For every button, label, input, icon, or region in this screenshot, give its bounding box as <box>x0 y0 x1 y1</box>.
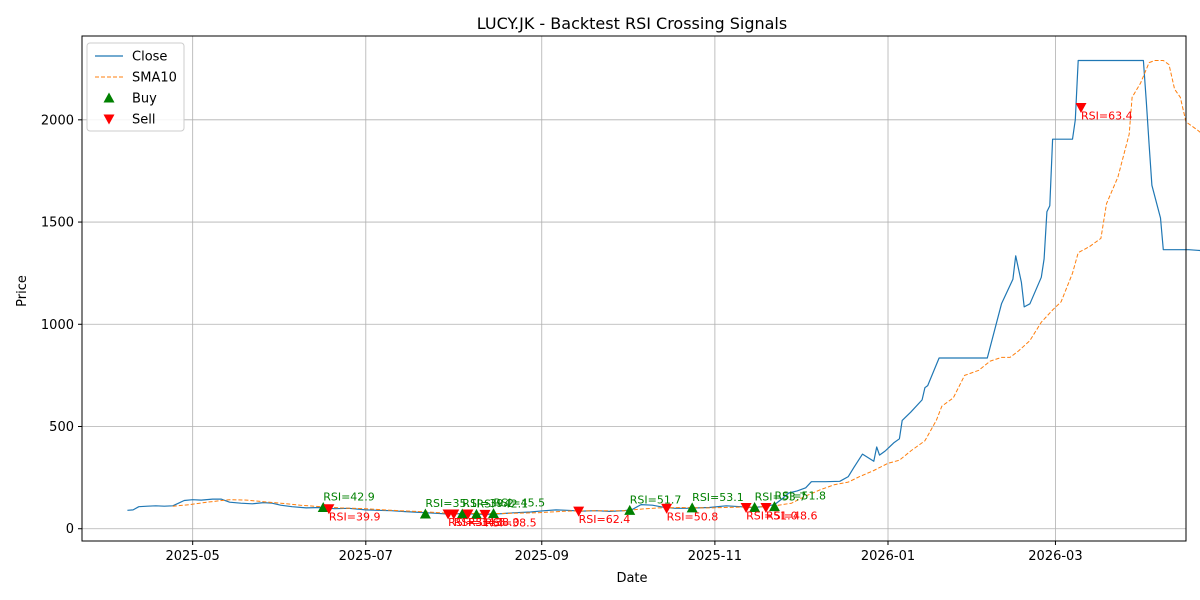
legend: Close SMA10 Buy Sell <box>86 42 185 132</box>
sell-rsi-label: RSI=34.5 <box>454 516 506 529</box>
legend-buy-swatch <box>103 92 115 103</box>
sell-rsi-label: RSI=38.0 <box>468 516 520 529</box>
buy-marker <box>749 501 761 512</box>
close-line <box>127 59 1200 515</box>
buy-rsi-label: RSI=51.8 <box>774 490 826 503</box>
y-axis-title: Price <box>15 275 30 307</box>
sell-marker <box>323 504 335 515</box>
buy-rsi-label: RSI=42.9 <box>323 490 375 503</box>
buy-marker <box>686 502 698 513</box>
sell-marker <box>740 502 752 513</box>
sell-rsi-label: RSI=63.4 <box>1081 110 1133 123</box>
buy-rsi-label: RSI=53.1 <box>692 491 744 504</box>
x-tick-label: 2026-01 <box>861 549 915 564</box>
buy-rsi-label: RSI=51.7 <box>630 493 682 506</box>
buy-marker <box>419 508 431 519</box>
legend-sell-swatch <box>103 114 115 125</box>
y-tick-label: 0 <box>66 522 74 537</box>
sell-rsi-label: RSI=62.4 <box>579 513 631 526</box>
sell-rsi-label: RSI=38.5 <box>485 516 537 529</box>
series-lines <box>127 59 1200 515</box>
x-tick-label: 2025-07 <box>339 549 393 564</box>
sell-marker <box>661 503 673 514</box>
buy-rsi-label: RSI=53.7 <box>755 490 807 503</box>
sell-marker <box>760 502 772 513</box>
y-tick-label: 1000 <box>41 318 74 333</box>
legend-label-sma: SMA10 <box>132 71 177 86</box>
buy-rsi-label: RSI=45.5 <box>494 497 546 510</box>
legend-label-close: Close <box>132 50 167 65</box>
sell-rsi-label: RSI=51.0 <box>746 509 798 522</box>
legend-label-buy: Buy <box>132 92 157 107</box>
grid <box>82 36 1186 541</box>
buy-marker <box>488 508 500 519</box>
sell-rsi-label: RSI=48.6 <box>766 509 818 522</box>
y-tick-label: 1500 <box>41 216 74 231</box>
legend-box <box>86 42 185 132</box>
sell-rsi-label: RSI=50.8 <box>667 510 719 523</box>
sell-marker <box>448 509 460 520</box>
buy-marker <box>768 501 780 512</box>
buy-rsi-label: RSI=39.2 <box>462 497 514 510</box>
x-tick-label: 2025-09 <box>515 549 569 564</box>
sell-marker <box>1075 103 1087 114</box>
buy-rsi-label: RSI=35.1 <box>425 497 477 510</box>
buy-rsi-label: RSI=42.1 <box>476 497 528 510</box>
sma10-line <box>172 60 1200 515</box>
sell-marker <box>573 506 585 517</box>
plot-area-frame <box>81 35 1187 542</box>
sell-rsi-label: RSI=31.6 <box>448 516 500 529</box>
x-tick-label: 2026-03 <box>1028 549 1082 564</box>
buy-marker <box>317 501 329 512</box>
buy-marker <box>624 504 636 515</box>
sell-rsi-label: RSI=39.9 <box>329 511 381 524</box>
axis-ticks: 2025-05 2025-07 2025-09 2025-11 2026-01 2026-… <box>41 113 1083 564</box>
x-tick-label: 2025-11 <box>688 549 742 564</box>
buy-marker <box>456 508 468 519</box>
y-tick-label: 500 <box>49 420 74 435</box>
x-axis-title: Date <box>616 571 647 586</box>
signal-markers: RSI=42.9 RSI=35.1RSI=39.2RSI=42.1RSI=45.5… <box>317 103 1133 529</box>
y-tick-label: 2000 <box>41 113 74 128</box>
chart-title: LUCY.JK - Backtest RSI Crossing Signals <box>477 14 787 33</box>
x-tick-label: 2025-05 <box>166 549 220 564</box>
legend-label-sell: Sell <box>132 113 155 128</box>
sell-marker <box>462 509 474 520</box>
buy-marker <box>470 508 482 519</box>
sell-marker <box>479 509 491 520</box>
